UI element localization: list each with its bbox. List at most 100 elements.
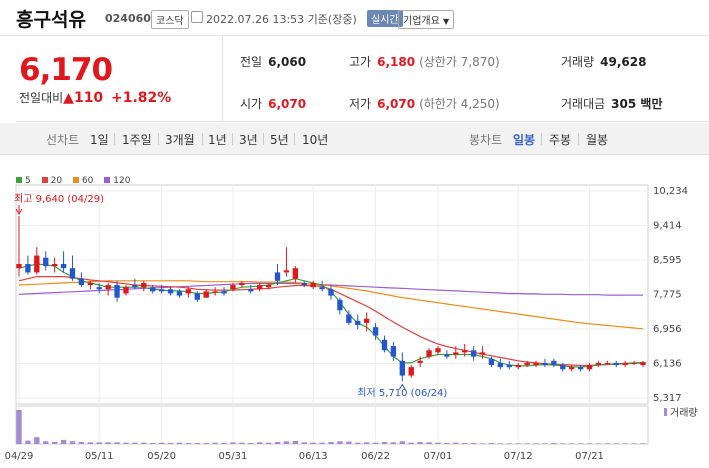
candle-body	[230, 285, 236, 290]
candle-body	[363, 318, 370, 323]
candle-body	[497, 362, 504, 368]
volume-bar	[69, 441, 76, 444]
y-tick-label: 6,136	[653, 359, 682, 370]
volume-bar	[506, 443, 512, 444]
period-10y[interactable]: 10년	[302, 133, 329, 147]
volume-bar	[185, 442, 192, 444]
volume-bar	[497, 443, 504, 444]
volume-bar	[453, 442, 459, 444]
candle-body	[274, 272, 281, 281]
candle-body	[604, 362, 611, 364]
period-5y[interactable]: 5년	[270, 133, 289, 147]
clock-icon	[191, 11, 203, 23]
volume-bar	[43, 441, 49, 444]
stock-header: 흥구석유 024060 코스닥 2022.07.26 13:53 기준(장중) …	[0, 0, 709, 36]
legend-swatch	[72, 177, 79, 183]
candle-body	[622, 362, 628, 366]
candle-body	[34, 255, 40, 273]
candle-body	[43, 257, 49, 267]
volume-bar	[542, 443, 548, 444]
volume-bar	[372, 442, 379, 444]
candle-weekly[interactable]: 주봉	[549, 133, 572, 147]
candle-body	[381, 339, 388, 351]
high-value: 6,180	[377, 55, 416, 69]
volume-bar	[640, 443, 646, 444]
candle-body	[283, 270, 290, 273]
stock-code: 024060	[105, 12, 151, 25]
candle-body	[150, 287, 156, 292]
y-tick-label: 6,956	[653, 324, 682, 335]
candle-body	[239, 282, 245, 286]
candle-body	[257, 285, 263, 290]
volume-bar	[239, 442, 245, 444]
candle-body	[69, 268, 76, 279]
candle-body	[328, 289, 334, 296]
legend-label: 5	[25, 176, 31, 186]
candle-body	[453, 352, 459, 355]
candle-body	[560, 365, 566, 370]
low-annotation: 최저 5,710 (06/24)	[357, 387, 447, 399]
candle-body	[640, 362, 646, 366]
candle-body	[355, 320, 361, 326]
volume-bar	[132, 442, 138, 444]
legend-label: 20	[50, 176, 63, 186]
volume-legend-swatch	[664, 408, 667, 416]
realtime-button[interactable]: 실시간	[367, 10, 403, 27]
volume-bar	[51, 441, 58, 444]
candle-body	[542, 362, 548, 366]
volume-value: 49,628	[600, 55, 647, 69]
candle-body	[435, 348, 441, 353]
volume-bar	[248, 442, 254, 444]
volume-bar	[622, 443, 628, 444]
prev-close: 전일 6,060	[240, 53, 306, 70]
divider	[158, 133, 159, 145]
candle-body	[337, 299, 343, 311]
candle-daily[interactable]: 일봉	[513, 133, 536, 147]
x-tick-label: 06/13	[299, 451, 328, 462]
volume-bar	[604, 443, 611, 444]
market-badge: 코스닥	[151, 10, 189, 29]
candle-body	[462, 350, 468, 353]
candle-body	[551, 360, 557, 366]
volume-frame	[15, 405, 649, 445]
period-3m[interactable]: 3개월	[165, 133, 195, 147]
volume-bar	[25, 440, 31, 444]
candle-body	[569, 367, 575, 370]
period-3y[interactable]: 3년	[239, 133, 258, 147]
period-1w[interactable]: 1주일	[122, 133, 152, 147]
volume-bar	[310, 442, 316, 444]
period-1d[interactable]: 1일	[90, 133, 109, 147]
candle-monthly[interactable]: 월봉	[586, 133, 609, 147]
diff-label: 전일대비	[19, 91, 64, 105]
volume-bar	[176, 442, 183, 444]
period-1y[interactable]: 1년	[208, 133, 227, 147]
x-tick-label: 05/20	[147, 451, 176, 462]
ma-legend: 5 20 60 120	[16, 176, 138, 186]
volume-bar	[444, 442, 450, 444]
legend-ma20: 20	[41, 176, 63, 186]
chevron-down-icon: ▼	[443, 17, 450, 26]
candle-body	[631, 362, 637, 364]
candle-body	[265, 285, 272, 288]
volume-bar	[265, 442, 272, 444]
company-overview-dropdown[interactable]: 기업개요 ▼	[398, 10, 455, 29]
volume-bar	[408, 442, 414, 444]
x-tick-label: 07/12	[504, 451, 533, 462]
candle-body	[586, 365, 593, 370]
candle-body	[194, 293, 200, 300]
candle-body	[87, 282, 93, 286]
volume-bar	[524, 443, 530, 444]
legend-swatch	[16, 177, 22, 183]
prev-value: 6,060	[268, 55, 307, 69]
divider	[232, 133, 233, 145]
upper-limit: (상한가 7,870)	[419, 55, 500, 69]
open-label: 시가	[240, 97, 263, 111]
high-label: 고가	[349, 55, 372, 69]
candle-body	[167, 289, 174, 294]
ma120-line	[18, 282, 643, 296]
open-value: 6,070	[268, 97, 307, 111]
candle-body	[158, 289, 165, 292]
diff-value: 110	[73, 90, 104, 106]
lower-limit: (하한가 4,250)	[419, 97, 500, 111]
